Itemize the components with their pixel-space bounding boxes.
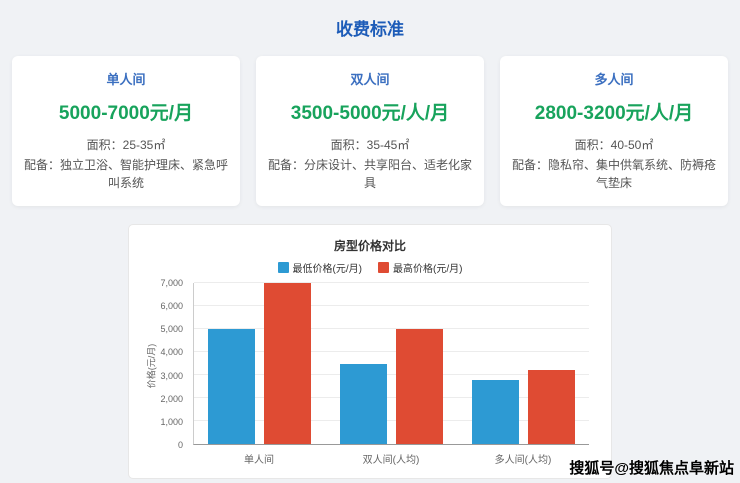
price-cards: 单人间 5000-7000元/月 面积：25-35㎡ 配备：独立卫浴、智能护理床… [12,56,728,206]
y-tick-label: 6,000 [160,301,183,312]
y-tick-label: 3,000 [160,370,183,381]
room-area: 面积：35-45㎡ [330,138,410,152]
room-price: 3500-5000元/人/月 [290,103,450,124]
room-type-label: 单人间 [106,72,146,87]
y-axis-ticks: 0 1,000 2,000 3,000 4,000 5,000 6,000 7,000 [145,278,191,450]
gridline [194,282,589,283]
room-equipment: 配备：独立卫浴、智能护理床、紧急呼叫系统 [24,158,229,190]
gridline [194,305,589,306]
bar-最高价格(元/月)-单人间[interactable] [264,283,312,444]
y-tick-label: 0 [177,440,183,450]
legend-swatch [378,262,389,273]
y-tick-label: 4,000 [160,347,183,358]
x-tick-label: 双人间(人均) [362,455,420,466]
y-tick-label: 7,000 [160,278,183,288]
legend-item[interactable]: 最低价格(元/月) [277,260,362,275]
legend-label: 最低价格(元/月) [292,264,362,275]
gridline [194,374,589,375]
gridline [194,328,589,329]
gridline [194,351,589,352]
y-tick-label: 1,000 [160,416,183,427]
room-type-label: 多人间 [594,72,634,87]
bar-最低价格(元/月)-多人间(人均)[interactable] [471,379,519,444]
bar-group [457,283,589,444]
room-area: 面积：25-35㎡ [86,138,166,152]
bar-group [326,283,458,444]
y-tick-label: 5,000 [160,324,183,335]
bar-最低价格(元/月)-单人间[interactable] [208,329,256,444]
bar-group [194,283,326,444]
y-tick-label: 2,000 [160,393,183,404]
page-title: 收费标准 [336,20,404,39]
room-equipment: 配备：隐私帘、集中供氧系统、防褥疮气垫床 [512,158,717,190]
card-double-room: 双人间 3500-5000元/人/月 面积：35-45㎡ 配备：分床设计、共享阳… [256,56,484,206]
room-price: 5000-7000元/月 [58,103,194,124]
legend-item[interactable]: 最高价格(元/月) [378,260,462,275]
room-price: 2800-3200元/人/月 [534,103,694,124]
room-area: 面积：40-50㎡ [574,138,654,152]
bar-最高价格(元/月)-双人间(人均)[interactable] [396,329,443,444]
room-type-label: 双人间 [350,72,390,87]
chart-title: 房型价格对比 [333,239,406,253]
watermark: 搜狐号@搜狐焦点阜新站 [569,460,734,477]
x-tick-label: 单人间 [244,455,274,466]
bar-最低价格(元/月)-双人间(人均)[interactable] [340,363,387,444]
plot [193,282,589,445]
gridline [194,397,589,398]
legend-swatch [277,262,289,273]
chart-legend: 最低价格(元/月) 最高价格(元/月) [145,260,595,275]
card-single-room: 单人间 5000-7000元/月 面积：25-35㎡ 配备：独立卫浴、智能护理床… [12,56,240,206]
x-axis-ticks: 单人间 双人间(人均) 多人间(人均) [193,445,589,468]
x-tick-label: 多人间(人均) [494,455,552,466]
bar-最高价格(元/月)-多人间(人均)[interactable] [527,370,575,444]
legend-label: 最高价格(元/月) [393,264,463,275]
gridline [194,420,589,421]
room-equipment: 配备：分床设计、共享阳台、适老化家具 [268,158,473,190]
chart-plot-area: 价格(元/月) 0 1,000 2,000 3,000 4,000 5,000 6,000 7… [145,278,595,468]
card-multi-room: 多人间 2800-3200元/人/月 面积：40-50㎡ 配备：隐私帘、集中供氧… [500,56,728,206]
price-comparison-chart: 房型价格对比 最低价格(元/月) 最高价格(元/月) 价格(元/月) 0 1,000… [128,224,612,479]
